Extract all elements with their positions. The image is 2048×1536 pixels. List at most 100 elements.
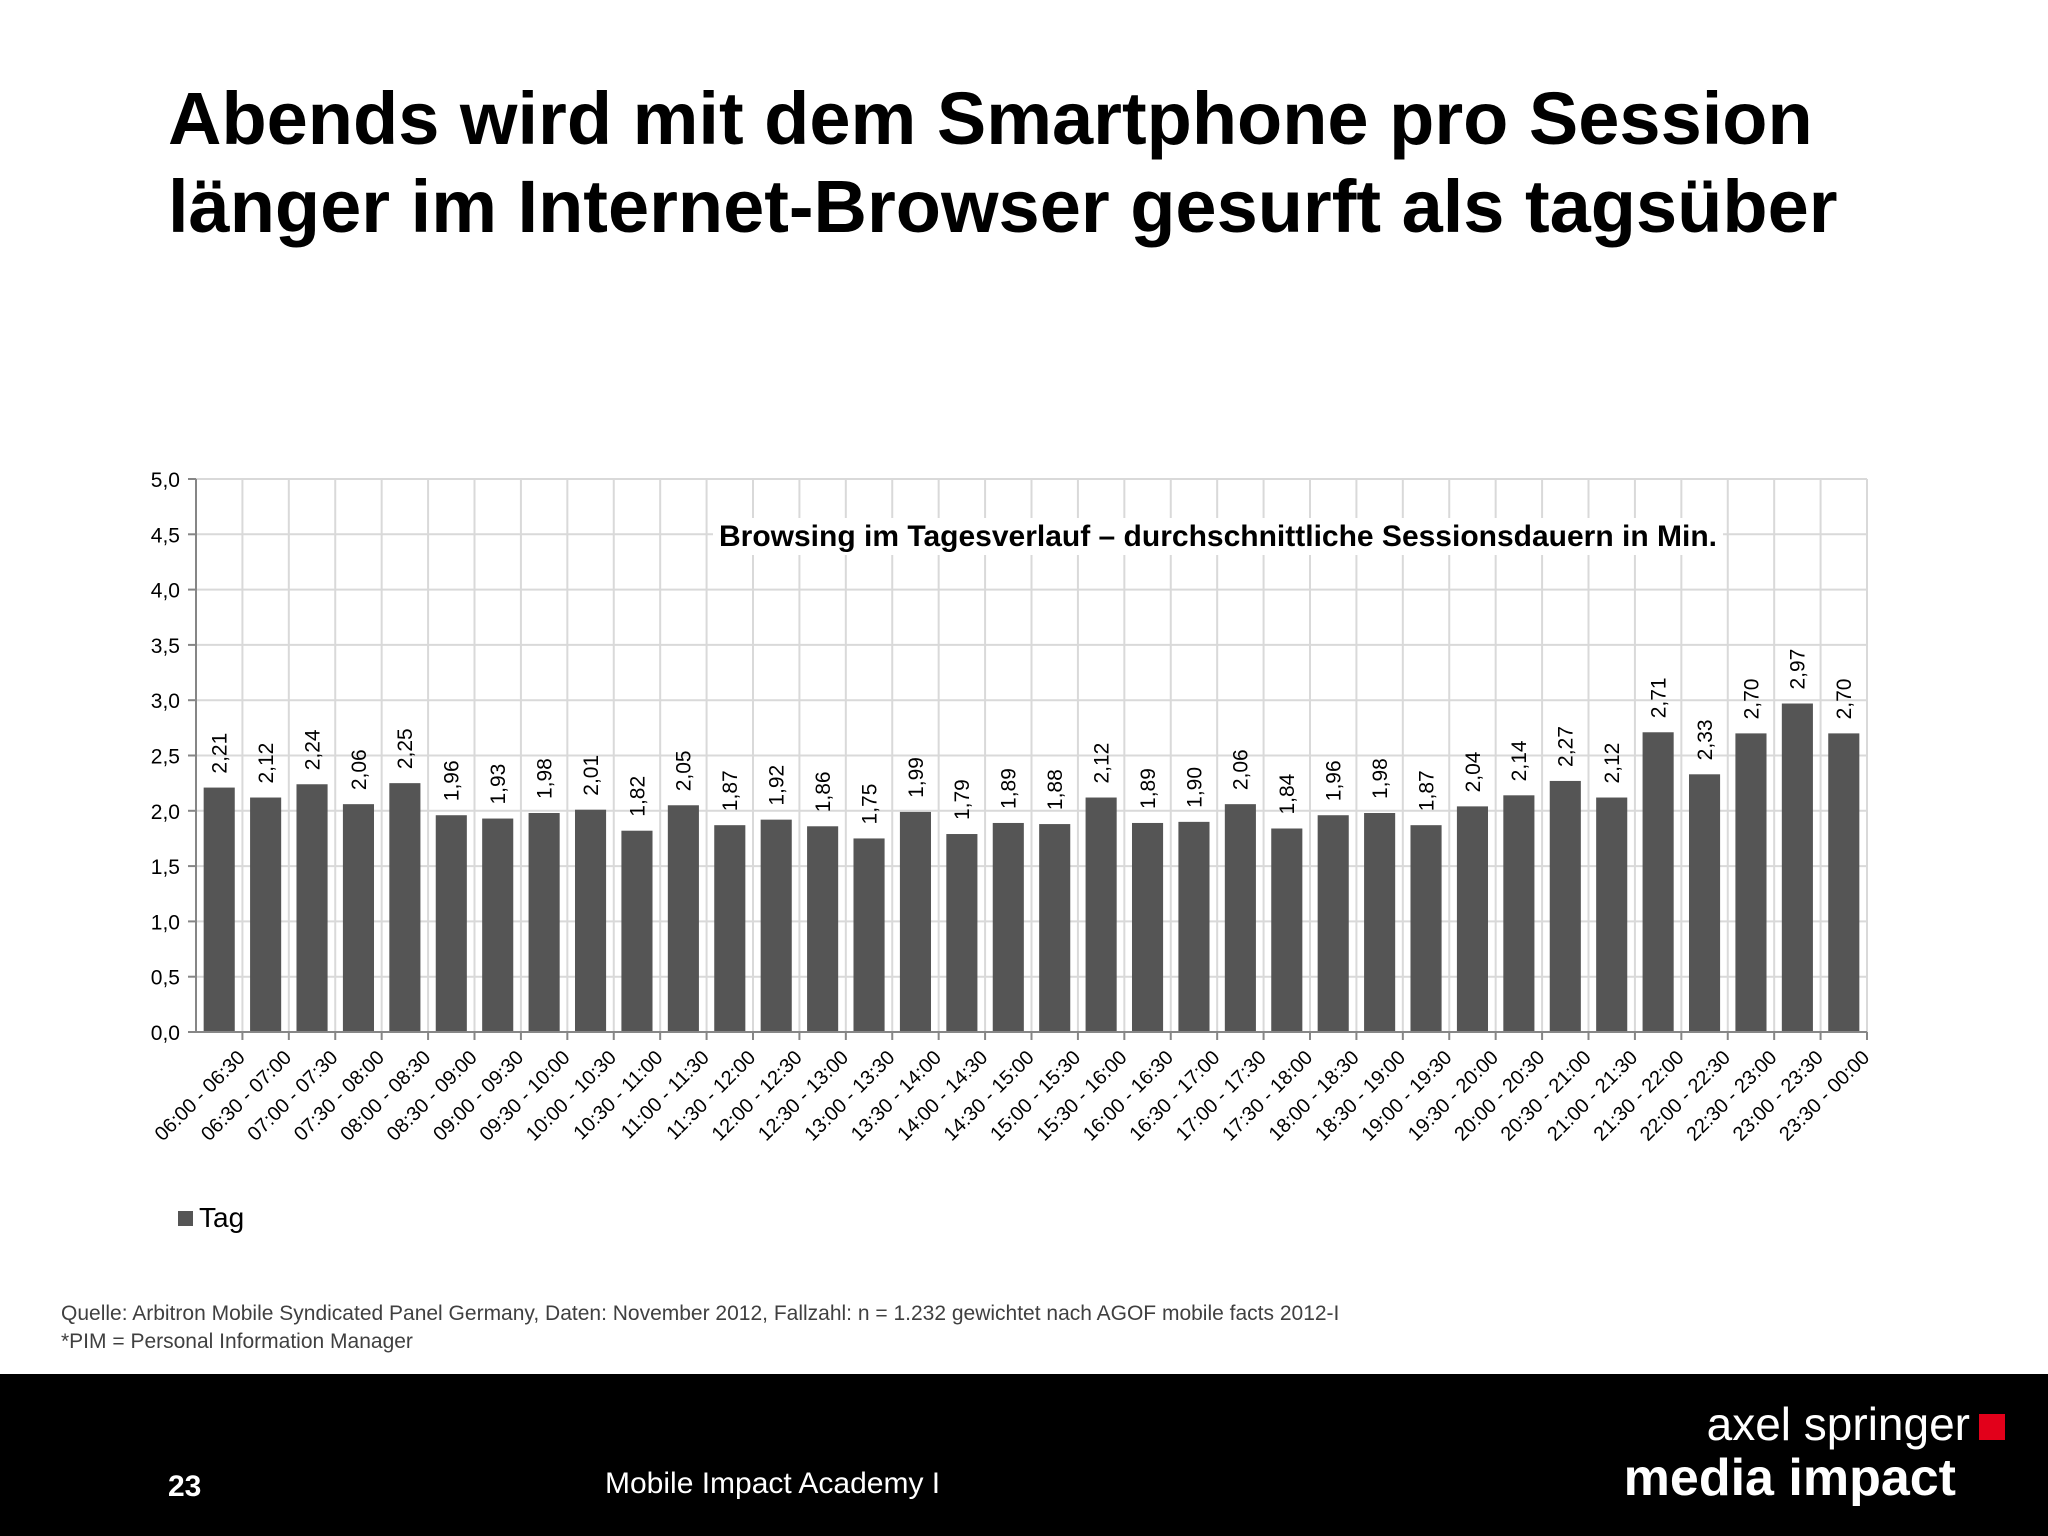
y-tick-label: 1,5	[151, 856, 180, 879]
y-tick-label: 2,5	[151, 746, 180, 769]
legend-label: Tag	[199, 1202, 244, 1233]
bar	[1224, 804, 1256, 1032]
bar	[621, 830, 653, 1032]
bar-data-label: 1,98	[533, 758, 556, 799]
bar	[435, 815, 467, 1032]
chart-gridlines	[196, 478, 1868, 1032]
bar	[1131, 822, 1164, 1032]
bar	[528, 813, 560, 1032]
bar	[714, 825, 746, 1032]
chart-legend: Tag	[178, 1202, 244, 1233]
bar	[853, 838, 885, 1032]
bar-data-label: 1,92	[766, 765, 789, 806]
bar-data-label: 1,86	[812, 771, 835, 812]
bar-data-label: 2,12	[1601, 743, 1624, 784]
logo-text-line-2: media impact	[1623, 1449, 1956, 1507]
bar-data-label: 1,93	[487, 764, 510, 805]
bar-data-label: 2,24	[301, 729, 324, 770]
bar	[1642, 732, 1674, 1032]
bar	[1596, 797, 1628, 1032]
bar-data-label: 1,96	[1323, 760, 1346, 801]
bar	[1503, 795, 1535, 1032]
logo-text-line-1: axel springer	[1706, 1398, 1970, 1450]
bar-data-label: 2,12	[255, 743, 278, 784]
bar	[992, 822, 1024, 1032]
page-number: 23	[168, 1470, 202, 1503]
y-tick-label: 4,0	[151, 580, 180, 603]
bar-data-label: 1,84	[1276, 773, 1299, 814]
bar	[482, 818, 514, 1032]
y-tick-label: 1,0	[151, 911, 180, 934]
bar-data-label: 1,98	[1369, 758, 1392, 799]
bar-data-label: 2,71	[1647, 677, 1670, 718]
bar	[342, 804, 375, 1032]
bar-data-label: 1,87	[719, 770, 742, 811]
bar	[203, 787, 235, 1032]
bar-data-label: 1,82	[626, 776, 649, 817]
bar	[1085, 797, 1117, 1032]
bar	[389, 783, 421, 1032]
source-note: Quelle: Arbitron Mobile Syndicated Panel…	[61, 1302, 1340, 1325]
bar-data-label: 2,06	[348, 749, 371, 790]
bar-data-label: 2,01	[580, 755, 603, 796]
y-tick-label: 3,0	[151, 690, 180, 713]
y-tick-label: 2,0	[151, 801, 180, 824]
bar-data-label: 2,70	[1740, 679, 1763, 720]
company-logo: axel springer media impact	[1600, 1398, 2010, 1508]
y-tick-label: 0,0	[151, 1022, 180, 1045]
bar-data-label: 1,99	[905, 757, 928, 798]
slide-title-line-1: Abends wird mit dem Smartphone pro Sessi…	[168, 77, 1813, 160]
bar-data-label: 2,12	[1090, 743, 1113, 784]
bar-data-label: 2,06	[1230, 749, 1253, 790]
chart-title: Browsing im Tagesverlauf – durchschnittl…	[719, 520, 1717, 553]
bar	[1828, 733, 1860, 1032]
bar	[1781, 703, 1813, 1032]
bar-data-label: 2,70	[1833, 679, 1856, 720]
chart-axes	[188, 478, 1868, 1040]
chart-bars	[203, 703, 1860, 1032]
bar	[250, 797, 282, 1032]
bar-data-label: 2,21	[209, 733, 232, 774]
bar-data-label: 2,05	[673, 750, 696, 791]
y-axis-tick-labels: 0,0 0,5 1,0 1,5 2,0 2,5 3,0 3,5 4,0 4,5 5,0	[151, 469, 180, 1045]
bar	[760, 819, 792, 1032]
bar-data-label: 1,87	[1415, 770, 1438, 811]
bar	[1549, 780, 1581, 1032]
bar-data-label: 2,33	[1694, 719, 1717, 760]
bar	[1456, 806, 1489, 1032]
bar-data-label: 1,89	[1137, 768, 1160, 809]
bar-data-label: 1,88	[1044, 769, 1067, 810]
footer-title: Mobile Impact Academy I	[605, 1467, 941, 1500]
bar	[1039, 824, 1071, 1032]
bar-data-label: 2,27	[1555, 726, 1578, 767]
bar	[1317, 815, 1349, 1032]
logo-red-square-icon	[1979, 1414, 2005, 1440]
y-tick-label: 4,5	[151, 524, 180, 547]
bar	[946, 834, 978, 1032]
bar	[1688, 774, 1721, 1032]
bar-data-label: 2,25	[394, 728, 417, 769]
bar	[899, 811, 932, 1032]
bar	[1271, 828, 1303, 1032]
bar-data-label: 1,79	[951, 779, 974, 820]
bar-data-label: 1,90	[1183, 767, 1206, 808]
bar	[1178, 821, 1210, 1032]
bar-data-labels: 2,21 2,12 2,24 2,06 2,25 1,96 1,93 1,98 2,01 1,82…	[209, 649, 1857, 825]
bar	[1410, 825, 1442, 1032]
y-tick-label: 0,5	[151, 967, 180, 990]
y-tick-label: 5,0	[151, 469, 180, 492]
bar	[807, 826, 839, 1032]
bar-data-label: 2,97	[1787, 649, 1810, 690]
slide-title-line-2: länger im Internet-Browser gesurft als t…	[168, 165, 1838, 248]
bar	[1364, 813, 1396, 1032]
bar-data-label: 1,96	[441, 760, 464, 801]
bar	[574, 809, 607, 1032]
chart-title-background	[713, 518, 1723, 555]
bar-data-label: 2,14	[1508, 740, 1531, 781]
bar	[296, 784, 328, 1032]
bar	[667, 805, 699, 1032]
bar	[1735, 733, 1767, 1032]
bar-data-label: 2,04	[1462, 751, 1485, 792]
y-tick-label: 3,5	[151, 635, 180, 658]
